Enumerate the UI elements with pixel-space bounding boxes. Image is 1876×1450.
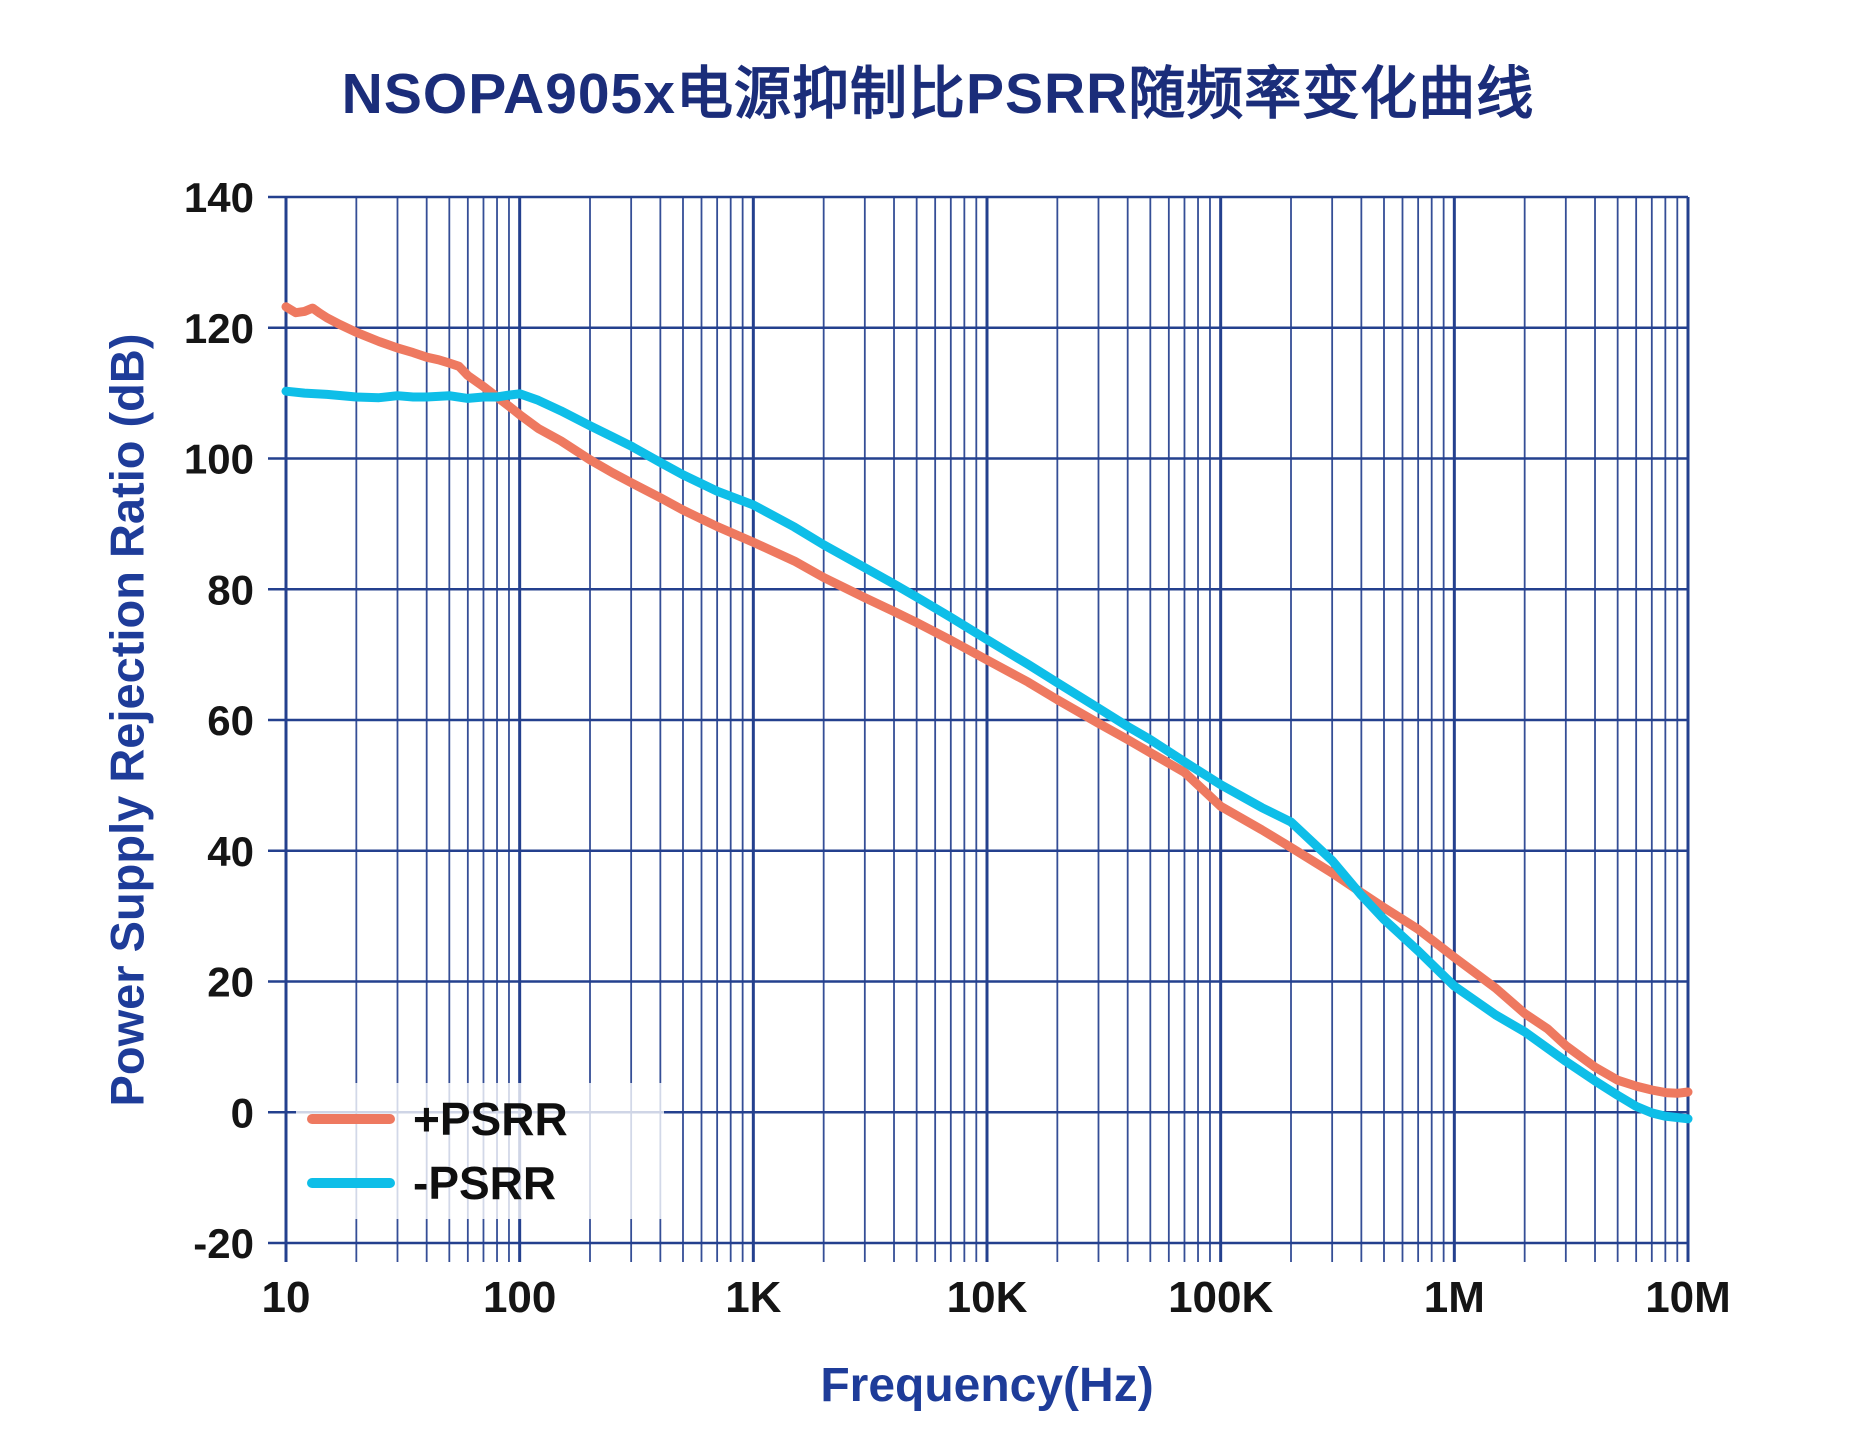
y-tick-label: 40 — [207, 828, 254, 875]
y-tick-label: 0 — [231, 1089, 254, 1136]
curve-pos-psrr — [281, 302, 1693, 1098]
y-tick-label: 80 — [207, 566, 254, 613]
chart-title: NSOPA905x电源抑制比PSRR随频率变化曲线 — [341, 62, 1535, 126]
x-tick-label: 1K — [725, 1273, 781, 1322]
curve-neg-psrr — [281, 386, 1693, 1124]
pos-psrr-label: +PSRR — [413, 1093, 568, 1145]
neg-psrr-label: -PSRR — [413, 1157, 557, 1209]
x-tick-label: 10M — [1645, 1273, 1731, 1322]
y-tick-label: 20 — [207, 959, 254, 1006]
y-tick-label: 100 — [184, 436, 254, 483]
x-tick-label: 10 — [262, 1273, 311, 1322]
x-axis-title: Frequency(Hz) — [820, 1359, 1154, 1412]
y-tick-label: -20 — [193, 1220, 254, 1267]
x-tick-label: 10K — [947, 1273, 1028, 1322]
legend-item-pos-psrr: +PSRR — [296, 1096, 664, 1142]
y-tick-label: 60 — [207, 697, 254, 744]
pos-psrr-line-swatch — [307, 1114, 395, 1124]
x-tick-label: 100 — [483, 1273, 556, 1322]
x-tick-label: 1M — [1424, 1273, 1485, 1322]
legend: +PSRR -PSRR — [296, 1083, 664, 1219]
neg-psrr-line-swatch — [307, 1178, 395, 1188]
y-tick-label: 120 — [184, 305, 254, 352]
legend-item-neg-psrr: -PSRR — [296, 1160, 664, 1206]
x-tick-label: 100K — [1168, 1273, 1273, 1322]
y-axis-title: Power Supply Rejection Ratio (dB) — [100, 333, 154, 1107]
y-tick-label: 140 — [184, 174, 254, 221]
